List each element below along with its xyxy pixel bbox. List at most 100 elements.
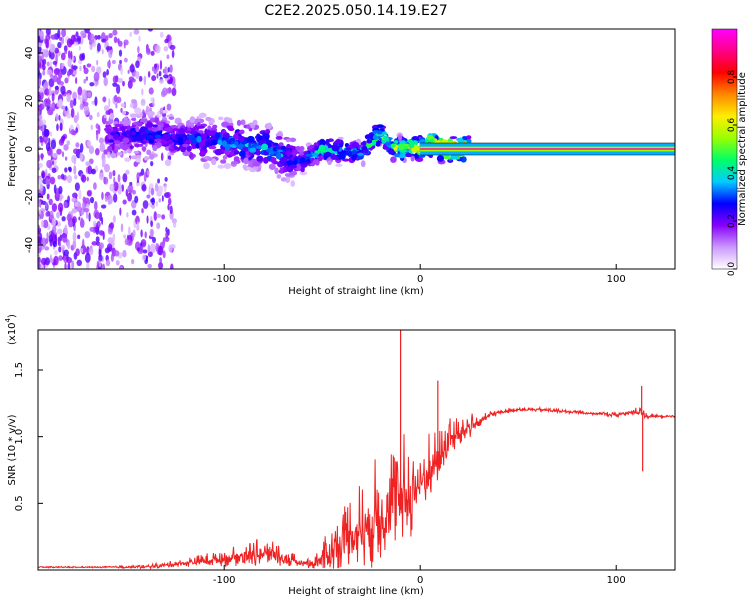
spectrogram-cell (98, 230, 104, 236)
spectrogram-cell (103, 76, 108, 87)
y-tick-label: 1.5 (14, 362, 25, 378)
spectrogram-cell (158, 70, 162, 77)
spectrogram-cell (299, 171, 308, 176)
spectrogram-cell (98, 260, 102, 268)
spectrogram-cell (146, 215, 149, 224)
spectrogram-cell (243, 157, 249, 165)
spectrogram-cell (229, 137, 236, 143)
spectrogram-cell (150, 187, 155, 196)
spectrogram-cell (100, 204, 107, 209)
spectrogram-cell (177, 136, 184, 143)
spectrogram-cell (67, 262, 71, 269)
spectrogram-cell (97, 124, 101, 135)
spectrogram-cell (69, 99, 74, 109)
spectrogram-cell (74, 182, 80, 191)
y-tick-label: 20 (24, 95, 35, 108)
spectrogram-cell (164, 38, 169, 44)
spectrogram-cell (75, 127, 78, 134)
spectrogram-cell (217, 164, 225, 169)
spectrogram-cell (48, 234, 53, 243)
colorbar-tick-label: 0.0 (727, 262, 737, 277)
spectrogram-cell (209, 130, 217, 135)
spectrogram-cell (82, 196, 86, 203)
spectrogram-cell (108, 139, 115, 143)
spectrogram-cell (153, 68, 158, 75)
spectrogram-cell (133, 150, 139, 154)
spectrogram-cell (351, 154, 357, 161)
spectrogram-cell (157, 178, 160, 184)
spectrogram-cell (45, 177, 50, 186)
spectrogram-cell (178, 127, 185, 135)
spectrogram-cell (238, 150, 246, 157)
spectrogram-cell (115, 103, 118, 109)
spectrogram-cell (38, 55, 42, 64)
snr-panel: -100 0 100 0.5 1.0 1.5 Height of straight li… (4, 314, 676, 597)
spectrogram-cell (141, 88, 144, 96)
spectrogram-cell (231, 160, 239, 165)
spectrogram-cell (130, 131, 137, 136)
spectrogram-cell (418, 154, 426, 158)
spectrogram-cell (70, 129, 76, 136)
spectrogram-cell (136, 221, 140, 230)
spectrogram-cell (137, 46, 140, 54)
spectrogram-cell (49, 254, 52, 264)
spectrogram-cell (73, 148, 79, 155)
spectrogram-cell (222, 132, 230, 139)
spectrogram-cell (449, 136, 458, 140)
snr-marks (38, 330, 675, 570)
spectrogram-cell (278, 142, 284, 147)
spectrogram-cell (293, 158, 298, 166)
spectrogram-cell (38, 77, 42, 88)
spectrogram-cell (159, 59, 163, 70)
spectrogram-cell (51, 203, 58, 212)
spectrogram-cell (125, 130, 131, 135)
spectrogram-cell (94, 96, 98, 107)
spectrogram-cell (72, 239, 77, 250)
spectrogram-cell (134, 71, 140, 79)
spectrogram-cell (98, 172, 105, 181)
spectrogram-cell (164, 236, 170, 243)
spectrogram-cell (123, 149, 128, 154)
spectrogram-cell (145, 135, 150, 141)
spectrogram-cell (127, 79, 133, 89)
snr-multiplier: (x104) (4, 314, 18, 345)
spectrogram-cell (141, 208, 144, 214)
y-tick-label: 1.0 (14, 429, 25, 445)
spectrogram-cell (92, 220, 97, 228)
spectrogram-cell (167, 228, 170, 236)
spectrogram-cell (410, 155, 415, 162)
spectrogram-cell (161, 195, 164, 202)
spectrogram-cell (146, 194, 151, 199)
spectrogram-cell (152, 145, 158, 152)
spectrogram-cell (140, 100, 146, 107)
spectrogram-cell (165, 226, 168, 233)
spectrogram-cell (105, 121, 110, 125)
spectrogram-cell (79, 96, 83, 106)
spectrogram-cell (383, 135, 388, 140)
spectrogram-cell (101, 38, 107, 43)
spectrogram-cell (52, 225, 57, 234)
spectrogram-cell (64, 156, 68, 161)
spectrogram-cell (124, 238, 130, 246)
snr-x-ticks: -100 0 100 (213, 565, 626, 586)
spectrogram-cell (83, 208, 90, 213)
spectrogram-cell (82, 238, 85, 249)
spectrogram-cell (81, 174, 87, 183)
spectrogram-cell (86, 261, 90, 269)
spectrogram-cell (137, 247, 140, 252)
spectrogram-cell (39, 264, 44, 269)
spectrogram-cell (150, 220, 154, 228)
spectrogram-cell (376, 124, 384, 128)
spectrogram-cell (38, 176, 43, 187)
y-tick-label: -20 (24, 189, 35, 205)
spectrogram-cell (47, 109, 54, 116)
spectrogram-cell (125, 169, 130, 175)
spectrogram-cell (64, 167, 68, 173)
spectrogram-y-ticks: -40 -20 0 20 40 (24, 47, 43, 253)
spectrogram-cell (101, 48, 104, 55)
spectrogram-cell (102, 71, 107, 78)
spectrogram-cell (154, 118, 159, 124)
spectrogram-cell (79, 53, 85, 61)
snr-frame (37, 329, 676, 571)
spectrogram-cell (127, 69, 130, 74)
